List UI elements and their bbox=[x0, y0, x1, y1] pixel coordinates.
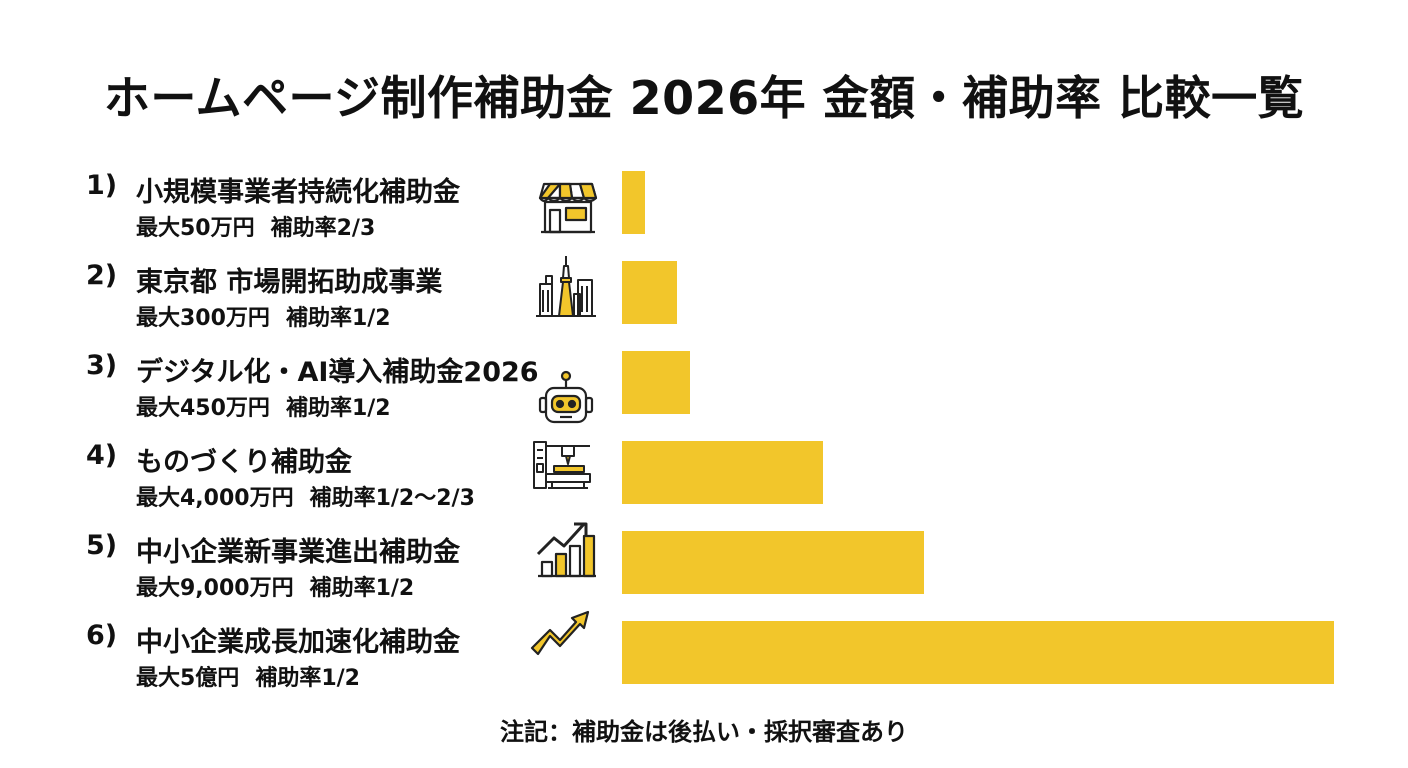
subsidy-name: 東京都 市場開拓助成事業 bbox=[136, 267, 443, 298]
subsidy-row: 3) デジタル化・AI導入補助金2026 最大450万円 補助率1/2 bbox=[0, 348, 1408, 428]
subsidy-name: 中小企業新事業進出補助金 bbox=[136, 537, 460, 568]
subsidy-name: 小規模事業者持続化補助金 bbox=[136, 177, 460, 208]
amount-bar bbox=[622, 171, 645, 234]
cnc-machine-icon bbox=[530, 434, 594, 498]
amount-bar bbox=[622, 441, 823, 504]
max-amount-label: 最大5億円 bbox=[136, 666, 240, 691]
amount-bar bbox=[622, 621, 1334, 684]
subsidy-details: 最大4,000万円 補助率1/2〜2/3 bbox=[136, 480, 475, 512]
max-amount-label: 最大50万円 bbox=[136, 216, 255, 241]
tokyo-skyline-icon bbox=[534, 254, 598, 318]
max-amount-label: 最大300万円 bbox=[136, 306, 270, 331]
trend-arrow-icon bbox=[530, 604, 594, 668]
amount-bar bbox=[622, 351, 690, 414]
subsidy-name: ものづくり補助金 bbox=[136, 447, 352, 478]
max-amount-label: 最大4,000万円 bbox=[136, 486, 294, 511]
subsidy-rate-label: 補助率1/2 bbox=[255, 666, 360, 691]
footnote: 注記：補助金は後払い・採択審査あり bbox=[500, 718, 908, 746]
subsidy-rate-label: 補助率1/2 bbox=[309, 576, 415, 601]
subsidy-name: 中小企業成長加速化補助金 bbox=[136, 627, 460, 658]
subsidy-rate-label: 補助率1/2 bbox=[285, 306, 391, 331]
subsidy-name: デジタル化・AI導入補助金2026 bbox=[136, 357, 539, 388]
subsidy-row: 5) 中小企業新事業進出補助金 最大9,000万円 補助率1/2 bbox=[0, 522, 1408, 608]
row-number: 3) bbox=[86, 350, 118, 381]
subsidy-rate-label: 補助率2/3 bbox=[270, 216, 376, 241]
row-number: 1) bbox=[86, 170, 118, 201]
growth-chart-icon bbox=[534, 516, 598, 580]
subsidy-rate-label: 補助率1/2 bbox=[285, 396, 391, 421]
amount-bar bbox=[622, 261, 677, 324]
subsidy-details: 最大9,000万円 補助率1/2 bbox=[136, 570, 414, 602]
subsidy-row: 2) 東京都 市場開拓助成事業 最大300万円 補助率1/2 bbox=[0, 256, 1408, 338]
subsidy-row: 6) 中小企業成長加速化補助金 最大5億円 補助率1/2 bbox=[0, 610, 1408, 698]
chart-title: ホームページ制作補助金 2026年 金額・補助率 比較一覧 bbox=[103, 71, 1305, 125]
storefront-icon bbox=[536, 174, 600, 238]
subsidy-row: 4) ものづくり補助金 最大4,000万円 補助率1/2〜2/3 bbox=[0, 438, 1408, 518]
subsidy-details: 最大300万円 補助率1/2 bbox=[136, 300, 391, 332]
row-number: 6) bbox=[86, 620, 118, 651]
amount-bar bbox=[622, 531, 924, 594]
max-amount-label: 最大9,000万円 bbox=[136, 576, 294, 601]
subsidy-details: 最大50万円 補助率2/3 bbox=[136, 210, 375, 242]
row-number: 2) bbox=[86, 260, 118, 291]
robot-icon bbox=[534, 370, 598, 434]
subsidy-details: 最大450万円 補助率1/2 bbox=[136, 390, 391, 422]
row-number: 4) bbox=[86, 440, 118, 471]
subsidy-rate-label: 補助率1/2〜2/3 bbox=[309, 486, 475, 511]
max-amount-label: 最大450万円 bbox=[136, 396, 270, 421]
subsidy-details: 最大5億円 補助率1/2 bbox=[136, 660, 360, 692]
subsidy-row: 1) 小規模事業者持続化補助金 最大50万円 補助率2/3 bbox=[0, 168, 1408, 248]
row-number: 5) bbox=[86, 530, 118, 561]
